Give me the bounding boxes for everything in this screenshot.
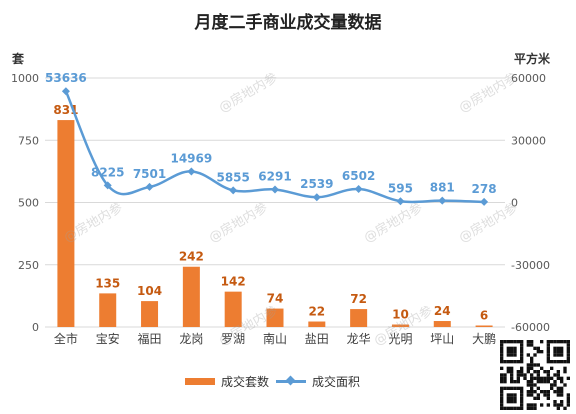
category-label: 坪山	[430, 332, 454, 346]
category-label: 大鹏	[472, 332, 496, 346]
bar	[266, 308, 284, 327]
line-data-label: 595	[388, 181, 413, 195]
line-point	[396, 197, 405, 206]
line-point	[187, 167, 196, 176]
legend-label-bar: 成交套数	[221, 374, 270, 389]
line-point	[438, 196, 447, 205]
bar	[182, 266, 200, 327]
legend: 成交套数 成交面积	[0, 373, 576, 389]
category-label: 盐田	[305, 332, 329, 346]
bar	[224, 291, 242, 327]
category-label: 南山	[263, 331, 287, 346]
bar-data-label: 135	[95, 276, 120, 290]
line-point	[354, 185, 363, 194]
legend-bar-swatch	[185, 377, 215, 385]
category-label: 宝安	[96, 331, 120, 346]
left-tick-label: 1000	[11, 72, 39, 85]
line-data-label: 53636	[45, 71, 87, 85]
category-label: 福田	[138, 331, 162, 346]
bar-data-label: 22	[308, 305, 325, 319]
line-data-label: 8225	[91, 165, 124, 179]
legend-line-swatch	[276, 375, 306, 387]
line-point	[103, 181, 112, 190]
right-tick-label: 60000	[511, 72, 546, 85]
left-tick-label: 250	[18, 259, 39, 272]
bar	[57, 120, 75, 328]
right-axis-unit: 平方米	[514, 52, 551, 66]
bar-data-label: 6	[480, 309, 488, 323]
bar	[141, 301, 159, 327]
legend-item-bar: 成交套数	[185, 373, 269, 389]
category-label: 龙华	[347, 332, 371, 346]
line-data-label: 7501	[133, 167, 166, 181]
bar-data-label: 72	[350, 292, 367, 306]
chart-title: 月度二手商业成交量数据	[194, 13, 382, 33]
line-point	[312, 193, 321, 202]
line-data-label: 2539	[300, 177, 333, 191]
right-tick-label: -30000	[511, 259, 550, 272]
category-label: 光明	[388, 332, 412, 346]
right-tick-label: 30000	[511, 134, 546, 147]
bar-data-label: 142	[221, 275, 246, 289]
left-tick-label: 500	[18, 197, 39, 210]
category-label: 全市	[54, 331, 78, 346]
line-point	[271, 185, 279, 194]
right-tick-label: -60000	[511, 321, 550, 334]
bar	[99, 293, 117, 327]
left-tick-label: 0	[32, 321, 39, 334]
bar	[475, 325, 493, 327]
bar-data-label: 242	[179, 250, 204, 264]
line-point	[61, 87, 70, 96]
bar	[433, 321, 451, 327]
line-point	[480, 197, 489, 206]
qr-code	[500, 340, 570, 410]
left-tick-label: 750	[18, 134, 39, 147]
bar-data-label: 104	[137, 284, 162, 298]
bar-data-label: 24	[434, 304, 451, 318]
line-data-label: 5855	[216, 170, 249, 184]
right-tick-label: 0	[511, 197, 518, 210]
line-data-label: 881	[430, 181, 455, 195]
bar	[350, 309, 368, 327]
category-label: 龙岗	[179, 332, 203, 346]
category-label: 罗湖	[221, 331, 245, 346]
line-data-label: 6502	[342, 169, 375, 183]
line-data-label: 278	[472, 182, 497, 196]
area-series-line	[64, 90, 485, 204]
bar-data-label: 74	[267, 292, 284, 306]
line-point	[229, 186, 238, 195]
line-point	[145, 182, 154, 191]
legend-item-line: 成交面积	[276, 373, 360, 389]
bar-data-label: 10	[392, 308, 409, 322]
line-data-label: 14969	[170, 151, 212, 165]
left-axis-unit: 套	[12, 52, 25, 66]
legend-label-line: 成交面积	[312, 374, 361, 389]
bar	[391, 324, 409, 327]
bar	[308, 321, 326, 327]
line-data-label: 6291	[258, 169, 291, 183]
